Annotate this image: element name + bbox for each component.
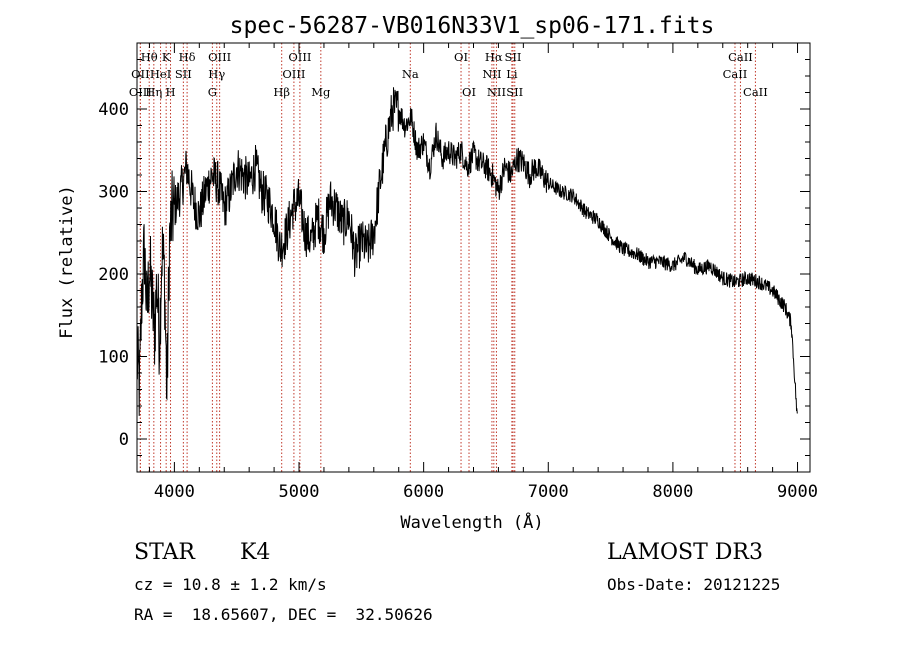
y-axis-ticks: 0 100 200 300 400 — [98, 59, 810, 456]
line-label-20: NII — [482, 67, 501, 81]
x-axis-ticks: 4000 5000 6000 7000 8000 9000 — [148, 43, 818, 502]
x-tick-label-4: 8000 — [652, 482, 693, 502]
redshift-value: cz = 10.8 ± 1.2 km/s — [134, 575, 327, 594]
line-label-26: CaII — [723, 67, 748, 81]
observation-date: Obs-Date: 20121225 — [607, 575, 781, 594]
line-label-19: Hα — [485, 50, 503, 64]
spectral-line-markers — [139, 43, 756, 472]
line-label-22: SII — [505, 50, 522, 64]
object-subclass: K4 — [240, 540, 271, 565]
chart-title: spec-56287-VB016N33V1_sp06-171.fits — [230, 13, 715, 39]
line-label-1: OII — [131, 67, 150, 81]
x-tick-label-1: 5000 — [279, 482, 320, 502]
line-label-8: Hδ — [179, 50, 196, 64]
line-label-24: SII — [506, 85, 523, 99]
line-label-18: OI — [462, 85, 476, 99]
line-label-11: G — [208, 85, 217, 99]
y-tick-label-4: 400 — [98, 100, 129, 120]
line-label-7: SII — [175, 67, 192, 81]
line-label-21: NII — [487, 85, 506, 99]
line-label-17: OI — [454, 50, 468, 64]
line-label-15: Mg — [311, 85, 331, 99]
survey-name: LAMOST DR3 — [607, 540, 763, 565]
coordinates: RA = 18.65607, DEC = 32.50626 — [134, 605, 433, 624]
line-label-0: Hθ — [141, 50, 158, 64]
line-label-25: CaII — [728, 50, 753, 64]
line-label-23: Li — [506, 67, 518, 81]
x-axis-label: Wavelength (Å) — [400, 511, 543, 533]
line-label-12: Hβ — [273, 85, 290, 99]
line-label-6: H — [166, 85, 176, 99]
spectrum-line — [136, 87, 798, 416]
x-tick-label-5: 9000 — [777, 482, 818, 502]
line-label-9: OIII — [208, 50, 231, 64]
line-label-13: OIII — [288, 50, 311, 64]
line-label-5: K — [162, 50, 171, 64]
y-tick-label-1: 100 — [98, 348, 129, 368]
line-label-27: CaII — [743, 85, 768, 99]
line-label-3: Hη — [145, 85, 162, 99]
plot-frame — [136, 42, 811, 473]
object-class: STAR — [134, 540, 195, 565]
line-label-14: OIII — [282, 67, 305, 81]
x-tick-label-0: 4000 — [154, 482, 195, 502]
line-label-4: HeI — [150, 67, 171, 81]
y-tick-label-3: 300 — [98, 183, 129, 203]
line-label-10: Hγ — [208, 67, 225, 81]
y-tick-label-0: 0 — [119, 430, 129, 450]
x-tick-label-2: 6000 — [403, 482, 444, 502]
y-axis-label: Flux (relative) — [57, 185, 77, 339]
line-label-16: Na — [402, 67, 419, 81]
x-tick-label-3: 7000 — [528, 482, 569, 502]
y-tick-label-2: 200 — [98, 265, 129, 285]
